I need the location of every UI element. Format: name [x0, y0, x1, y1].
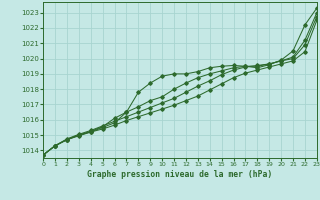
X-axis label: Graphe pression niveau de la mer (hPa): Graphe pression niveau de la mer (hPa)	[87, 170, 273, 179]
